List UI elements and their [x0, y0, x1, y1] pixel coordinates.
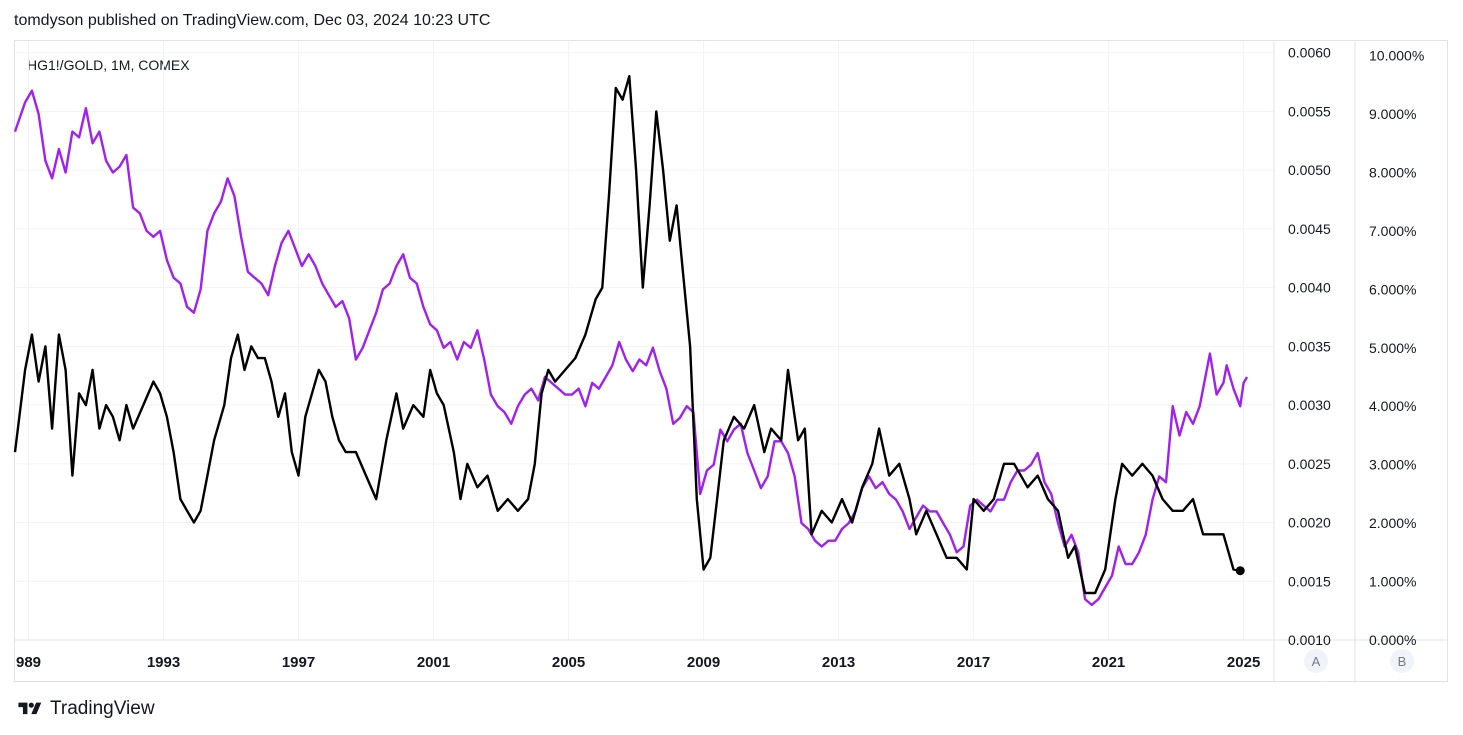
left-axis-tick-label: 0.0030: [1288, 397, 1331, 413]
axis-mode-button-b[interactable]: [1390, 649, 1414, 673]
x-axis-tick-label: 1997: [282, 654, 315, 671]
left-axis-tick-label: 0.0035: [1288, 338, 1331, 354]
x-axis-tick-label: 2021: [1092, 654, 1125, 671]
x-axis-tick-label: 2017: [957, 654, 990, 671]
right-axis-tick-label: 4.000%: [1369, 398, 1416, 414]
yield-series-line: [13, 89, 1249, 607]
x-axis-tick-label: 1993: [147, 654, 180, 671]
axis-mode-button-b-label[interactable]: B: [1398, 654, 1407, 669]
axis-mode-button-a-label[interactable]: A: [1312, 654, 1321, 669]
left-axis-tick-label: 0.0020: [1288, 515, 1331, 531]
right-axis-tick-label: 0.000%: [1369, 632, 1416, 648]
left-axis-tick-label: 0.0060: [1288, 45, 1331, 61]
chart-title: HG1!/GOLD, 1M, COMEX: [27, 57, 190, 73]
footer: TradingView: [16, 698, 155, 720]
right-axis-tick-label: 7.000%: [1369, 223, 1416, 239]
tradingview-logo-icon: [18, 702, 42, 715]
x-axis-tick-label: 2009: [687, 654, 720, 671]
right-axis-tick-label: 3.000%: [1369, 457, 1416, 473]
right-axis-tick-label: 10.000%: [1369, 48, 1424, 64]
right-axis-tick-label: 9.000%: [1369, 106, 1416, 122]
x-axis-tick-label: 2001: [417, 654, 450, 671]
publisher-line: tomdyson published on TradingView.com, D…: [14, 12, 491, 29]
x-axis-tick-label: 2005: [552, 654, 585, 671]
axis-mode-button-a[interactable]: [1304, 649, 1328, 673]
right-axis-tick-label: 6.000%: [1369, 281, 1416, 297]
ratio-series-line: [13, 75, 1241, 595]
x-axis-tick-label: 2025: [1227, 654, 1260, 671]
right-axis-tick-label: 2.000%: [1369, 515, 1416, 531]
last-value-dot: [1235, 566, 1245, 576]
left-axis-tick-label: 0.0025: [1288, 456, 1331, 472]
x-axis-tick-label: 989: [16, 654, 41, 671]
right-axis-tick-label: 5.000%: [1369, 340, 1416, 356]
x-axis-tick-label: 2013: [822, 654, 855, 671]
left-axis-tick-label: 0.0045: [1288, 221, 1331, 237]
left-axis-tick-label: 0.0050: [1288, 162, 1331, 178]
right-axis-tick-label: 1.000%: [1369, 574, 1416, 590]
left-axis-tick-label: 0.0015: [1288, 573, 1331, 589]
tradingview-brand: TradingView: [50, 698, 155, 719]
chart-frame: [14, 40, 1448, 682]
right-axis-tick-label: 8.000%: [1369, 164, 1416, 180]
left-axis-tick-label: 0.0040: [1288, 280, 1331, 296]
left-axis-tick-label: 0.0010: [1288, 632, 1331, 648]
left-axis-tick-label: 0.0055: [1288, 103, 1331, 119]
